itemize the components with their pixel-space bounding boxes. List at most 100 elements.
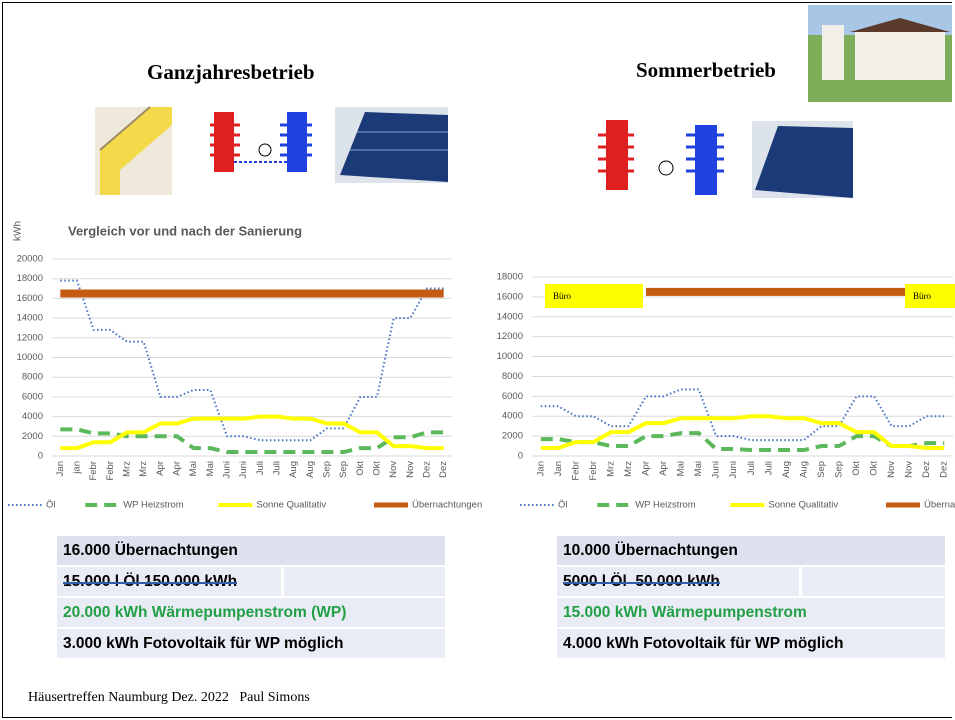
strike-line	[563, 581, 720, 584]
y-tick-label: 16000	[17, 293, 43, 304]
chart-title: Vergleich vor und nach der Sanierung	[68, 223, 302, 238]
legend-label: Sonne Qualitativ	[768, 500, 838, 511]
y-axis-label: kWh	[13, 221, 24, 241]
table-cell: 16.000 Übernachtungen	[63, 542, 238, 559]
cell-divider	[281, 567, 284, 596]
table-row: 3.000 kWh Fotovoltaik für WP möglich	[57, 629, 445, 658]
legend-label: WP Heizstrom	[635, 500, 696, 511]
legend-label: WP Heizstrom	[123, 500, 184, 511]
table-cell: 15.000 l Öl 150.000 kWh	[63, 573, 238, 590]
x-tick-label: Sep	[816, 461, 827, 478]
x-tick-label: Apr	[641, 461, 652, 476]
y-tick-label: 2000	[22, 431, 43, 442]
y-tick-label: 2000	[502, 431, 523, 442]
x-tick-label: Apr	[155, 461, 166, 476]
x-tick-label: Okt	[372, 461, 383, 476]
x-tick-label: Okt	[851, 461, 862, 476]
heat-pump-image	[598, 120, 724, 195]
x-tick-label: Nov	[886, 461, 897, 478]
table-row: 20.000 kWh Wärmepumpenstrom (WP)	[57, 598, 445, 627]
x-tick-label: Juni	[711, 461, 722, 478]
x-tick-label: Nov	[388, 461, 399, 478]
annotation: Büro	[905, 284, 955, 308]
x-tick-label: Mai	[205, 461, 216, 476]
y-tick-label: 18000	[17, 273, 43, 284]
strike-line	[63, 581, 238, 584]
series-line	[60, 414, 444, 451]
table-row: 5000 l Öl 50.000 kWh	[557, 567, 945, 596]
x-tick-label: Aug	[798, 461, 809, 478]
solar-image	[752, 121, 853, 198]
y-tick-label: 14000	[497, 311, 523, 322]
annotation: Büro	[545, 284, 643, 308]
heading: Sommerbetrieb	[636, 58, 776, 82]
y-tick-label: 14000	[17, 313, 43, 324]
cell-divider	[799, 567, 802, 596]
insulation-image	[95, 106, 172, 195]
table-row: 15.000 l Öl 150.000 kWh	[57, 567, 445, 596]
table-cell: 20.000 kWh Wärmepumpenstrom (WP)	[63, 604, 347, 621]
x-tick-label: Jan	[553, 461, 564, 476]
x-tick-label: Dez	[921, 461, 932, 478]
table-cell: 5000 l Öl 50.000 kWh	[563, 573, 720, 590]
legend-label: Öl	[46, 500, 56, 511]
series-line	[540, 388, 945, 442]
x-tick-label: Apr	[658, 461, 669, 476]
summary-table: 10.000 Übernachtungen 5000 l Öl 50.000 kW…	[557, 536, 945, 660]
x-tick-label: Aug	[288, 461, 299, 478]
table-row: 10.000 Übernachtungen	[557, 536, 945, 565]
x-tick-label: Aug	[781, 461, 792, 478]
x-tick-label: Aug	[305, 461, 316, 478]
series-line	[540, 431, 945, 453]
footer: Häusertreffen Naumburg Dez. 2022 Paul Si…	[28, 690, 310, 705]
x-tick-label: Febr	[588, 461, 599, 481]
x-tick-label: Febr	[88, 461, 99, 481]
table-cell: 15.000 kWh Wärmepumpenstrom	[563, 604, 807, 621]
y-tick-label: 10000	[497, 351, 523, 362]
x-tick-label: Mrz	[605, 461, 616, 477]
x-tick-label: Sep	[338, 461, 349, 478]
x-tick-label: Mai	[693, 461, 704, 476]
table-row: 15.000 kWh Wärmepumpenstrom	[557, 598, 945, 627]
table-cell: 3.000 kWh Fotovoltaik für WP möglich	[63, 635, 344, 652]
x-tick-label: Apr	[172, 461, 183, 476]
x-tick-label: Nov	[405, 461, 416, 478]
x-tick-label: Dez	[422, 461, 433, 478]
x-tick-label: Jan	[535, 461, 546, 476]
y-tick-label: 0	[38, 451, 43, 462]
y-tick-label: 8000	[502, 371, 523, 382]
x-tick-label: Sep	[322, 461, 333, 478]
x-tick-label: Juli	[255, 461, 266, 475]
x-tick-label: Mrz	[623, 461, 634, 477]
table-row: 4.000 kWh Fotovoltaik für WP möglich	[557, 629, 945, 658]
legend-label: Sonne Qualitativ	[256, 500, 326, 511]
y-tick-label: 12000	[17, 332, 43, 343]
x-tick-label: Sep	[833, 461, 844, 478]
table-cell: 10.000 Übernachtungen	[563, 542, 738, 559]
x-tick-label: Okt	[869, 461, 880, 476]
y-tick-label: 10000	[17, 352, 43, 363]
solar-image	[335, 107, 448, 183]
legend-label: Übernachtungen	[412, 500, 482, 511]
series-line	[540, 414, 945, 451]
x-tick-label: Dez	[438, 461, 449, 478]
y-tick-label: 6000	[502, 391, 523, 402]
y-tick-label: 20000	[17, 254, 43, 265]
x-tick-label: Juli	[272, 461, 283, 475]
y-tick-label: 4000	[502, 411, 523, 422]
y-tick-label: 6000	[22, 391, 43, 402]
table-cell: 4.000 kWh Fotovoltaik für WP möglich	[563, 635, 844, 652]
x-tick-label: Mrz	[122, 461, 133, 477]
x-tick-label: Juni	[222, 461, 233, 478]
y-tick-label: 12000	[497, 331, 523, 342]
x-tick-label: Febr	[570, 461, 581, 481]
x-tick-label: Mai	[188, 461, 199, 476]
y-tick-label: 0	[518, 451, 523, 462]
x-tick-label: Juni	[238, 461, 249, 478]
y-tick-label: 4000	[22, 411, 43, 422]
x-tick-label: Febr	[105, 461, 116, 481]
x-tick-label: Mai	[676, 461, 687, 476]
